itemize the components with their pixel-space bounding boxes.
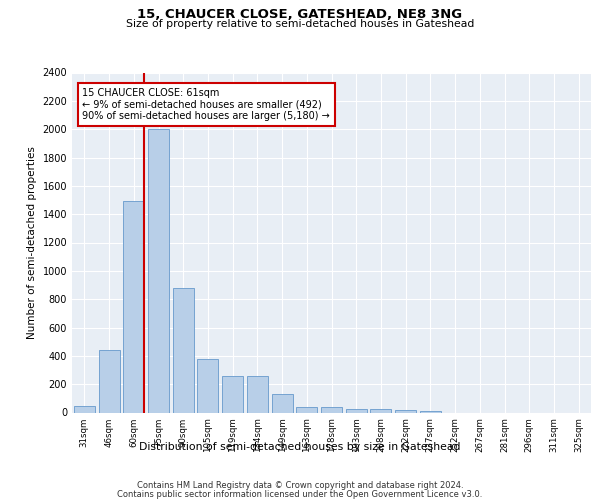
Text: Contains HM Land Registry data © Crown copyright and database right 2024.: Contains HM Land Registry data © Crown c… bbox=[137, 481, 463, 490]
Text: 15, CHAUCER CLOSE, GATESHEAD, NE8 3NG: 15, CHAUCER CLOSE, GATESHEAD, NE8 3NG bbox=[137, 8, 463, 20]
Bar bbox=[123, 202, 144, 412]
Bar bbox=[321, 407, 342, 412]
Bar bbox=[296, 407, 317, 412]
Bar bbox=[247, 376, 268, 412]
Text: 15 CHAUCER CLOSE: 61sqm
← 9% of semi-detached houses are smaller (492)
90% of se: 15 CHAUCER CLOSE: 61sqm ← 9% of semi-det… bbox=[82, 88, 330, 121]
Y-axis label: Number of semi-detached properties: Number of semi-detached properties bbox=[27, 146, 37, 339]
Bar bbox=[222, 376, 243, 412]
Bar bbox=[346, 408, 367, 412]
Bar bbox=[420, 410, 441, 412]
Text: Size of property relative to semi-detached houses in Gateshead: Size of property relative to semi-detach… bbox=[126, 19, 474, 29]
Bar bbox=[98, 350, 119, 412]
Text: Contains public sector information licensed under the Open Government Licence v3: Contains public sector information licen… bbox=[118, 490, 482, 499]
Bar bbox=[74, 406, 95, 412]
Text: Distribution of semi-detached houses by size in Gateshead: Distribution of semi-detached houses by … bbox=[139, 442, 461, 452]
Bar bbox=[272, 394, 293, 412]
Bar bbox=[370, 410, 391, 412]
Bar bbox=[395, 410, 416, 412]
Bar bbox=[173, 288, 194, 412]
Bar bbox=[148, 129, 169, 412]
Bar bbox=[197, 360, 218, 412]
